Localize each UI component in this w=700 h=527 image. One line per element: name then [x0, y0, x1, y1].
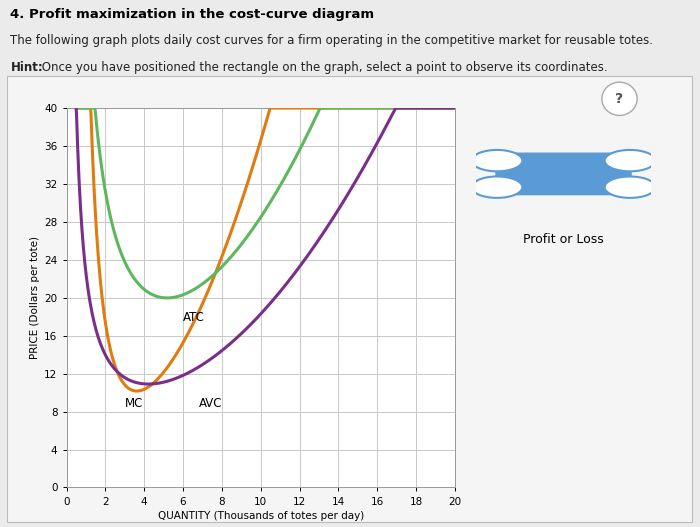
Text: Hint:: Hint:	[10, 61, 43, 74]
Text: Profit or Loss: Profit or Loss	[523, 233, 604, 246]
Text: Once you have positioned the rectangle on the graph, select a point to observe i: Once you have positioned the rectangle o…	[38, 61, 608, 74]
Circle shape	[605, 177, 655, 198]
Text: AVC: AVC	[199, 397, 222, 410]
Y-axis label: PRICE (Dollars per tote): PRICE (Dollars per tote)	[30, 236, 40, 359]
X-axis label: QUANTITY (Thousands of totes per day): QUANTITY (Thousands of totes per day)	[158, 511, 364, 521]
Text: 4. Profit maximization in the cost-curve diagram: 4. Profit maximization in the cost-curve…	[10, 8, 374, 21]
Text: MC: MC	[125, 397, 144, 410]
Text: ATC: ATC	[183, 311, 205, 325]
Circle shape	[472, 177, 522, 198]
Text: ?: ?	[615, 92, 624, 106]
Circle shape	[605, 150, 655, 171]
Text: The following graph plots daily cost curves for a firm operating in the competit: The following graph plots daily cost cur…	[10, 34, 654, 47]
Circle shape	[602, 82, 637, 115]
FancyBboxPatch shape	[496, 152, 631, 196]
Circle shape	[472, 150, 522, 171]
